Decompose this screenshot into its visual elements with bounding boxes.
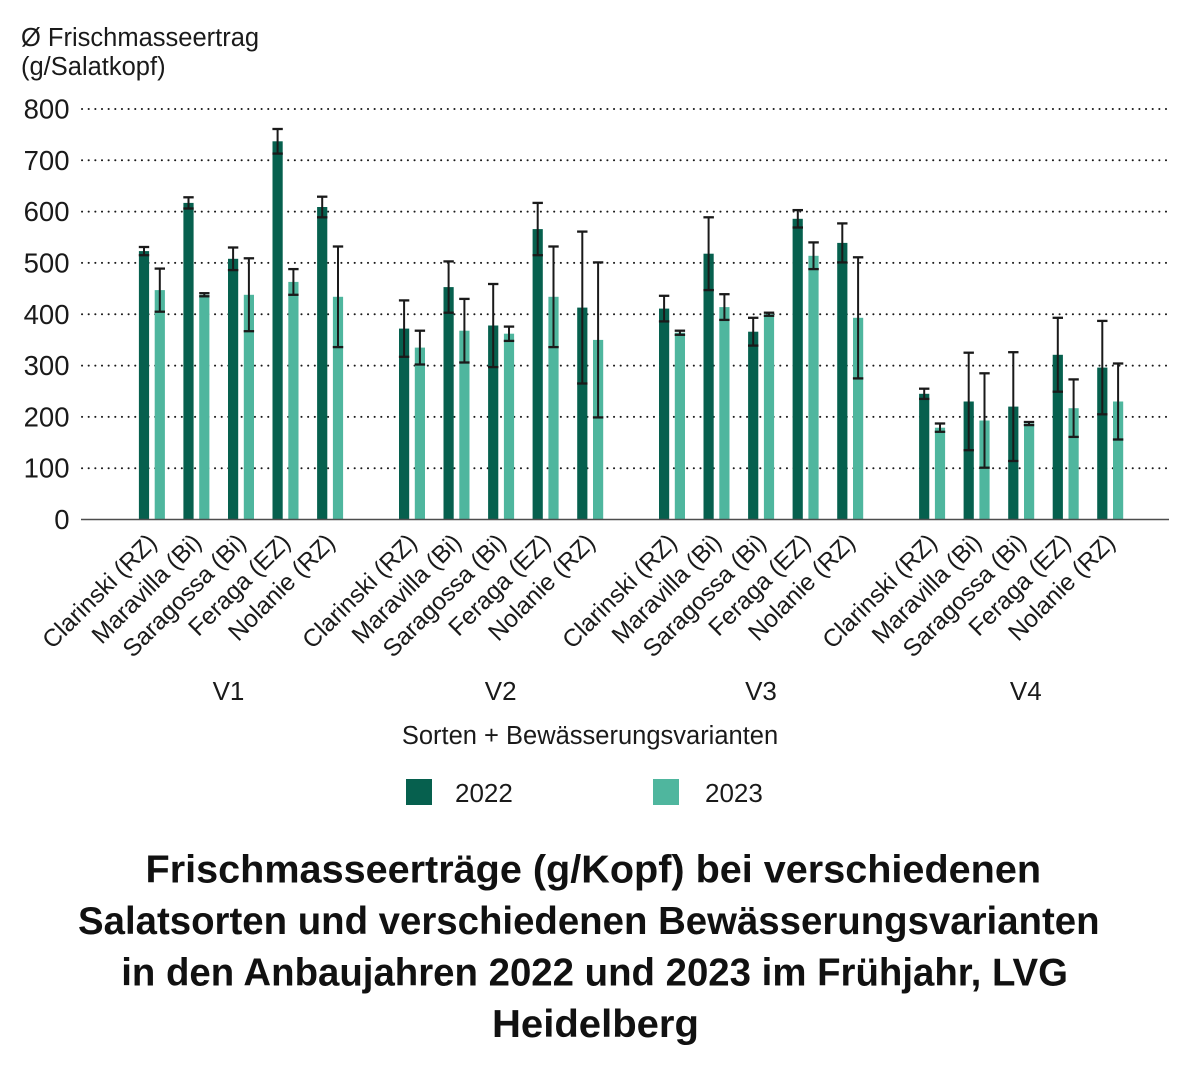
svg-text:300: 300 bbox=[24, 350, 70, 381]
svg-text:Ø Frischmasseertrag: Ø Frischmasseertrag bbox=[21, 24, 259, 52]
svg-text:200: 200 bbox=[24, 401, 70, 432]
svg-text:Frischmasseerträge (g/Kopf) be: Frischmasseerträge (g/Kopf) bei verschie… bbox=[146, 849, 1042, 892]
svg-text:V1: V1 bbox=[213, 676, 245, 706]
svg-text:2023: 2023 bbox=[705, 778, 763, 808]
svg-text:400: 400 bbox=[24, 299, 70, 330]
svg-text:700: 700 bbox=[24, 145, 70, 176]
svg-text:in den Anbaujahren 2022 und 20: in den Anbaujahren 2022 und 2023 im Früh… bbox=[121, 952, 1068, 995]
svg-text:Salatsorten und verschiedenen: Salatsorten und verschiedenen Bewässerun… bbox=[78, 900, 1100, 943]
svg-text:500: 500 bbox=[24, 247, 70, 278]
svg-text:600: 600 bbox=[24, 196, 70, 227]
svg-text:100: 100 bbox=[24, 453, 70, 484]
svg-text:V3: V3 bbox=[745, 676, 777, 706]
svg-text:800: 800 bbox=[24, 94, 70, 125]
svg-text:Sorten + Bewässerungsvarianten: Sorten + Bewässerungsvarianten bbox=[402, 722, 778, 750]
svg-text:2022: 2022 bbox=[455, 778, 513, 808]
svg-text:Heidelberg: Heidelberg bbox=[492, 1003, 699, 1046]
svg-text:(g/Salatkopf): (g/Salatkopf) bbox=[21, 53, 166, 81]
svg-text:V4: V4 bbox=[1010, 676, 1042, 706]
svg-text:0: 0 bbox=[54, 504, 69, 535]
svg-text:V2: V2 bbox=[485, 676, 517, 706]
